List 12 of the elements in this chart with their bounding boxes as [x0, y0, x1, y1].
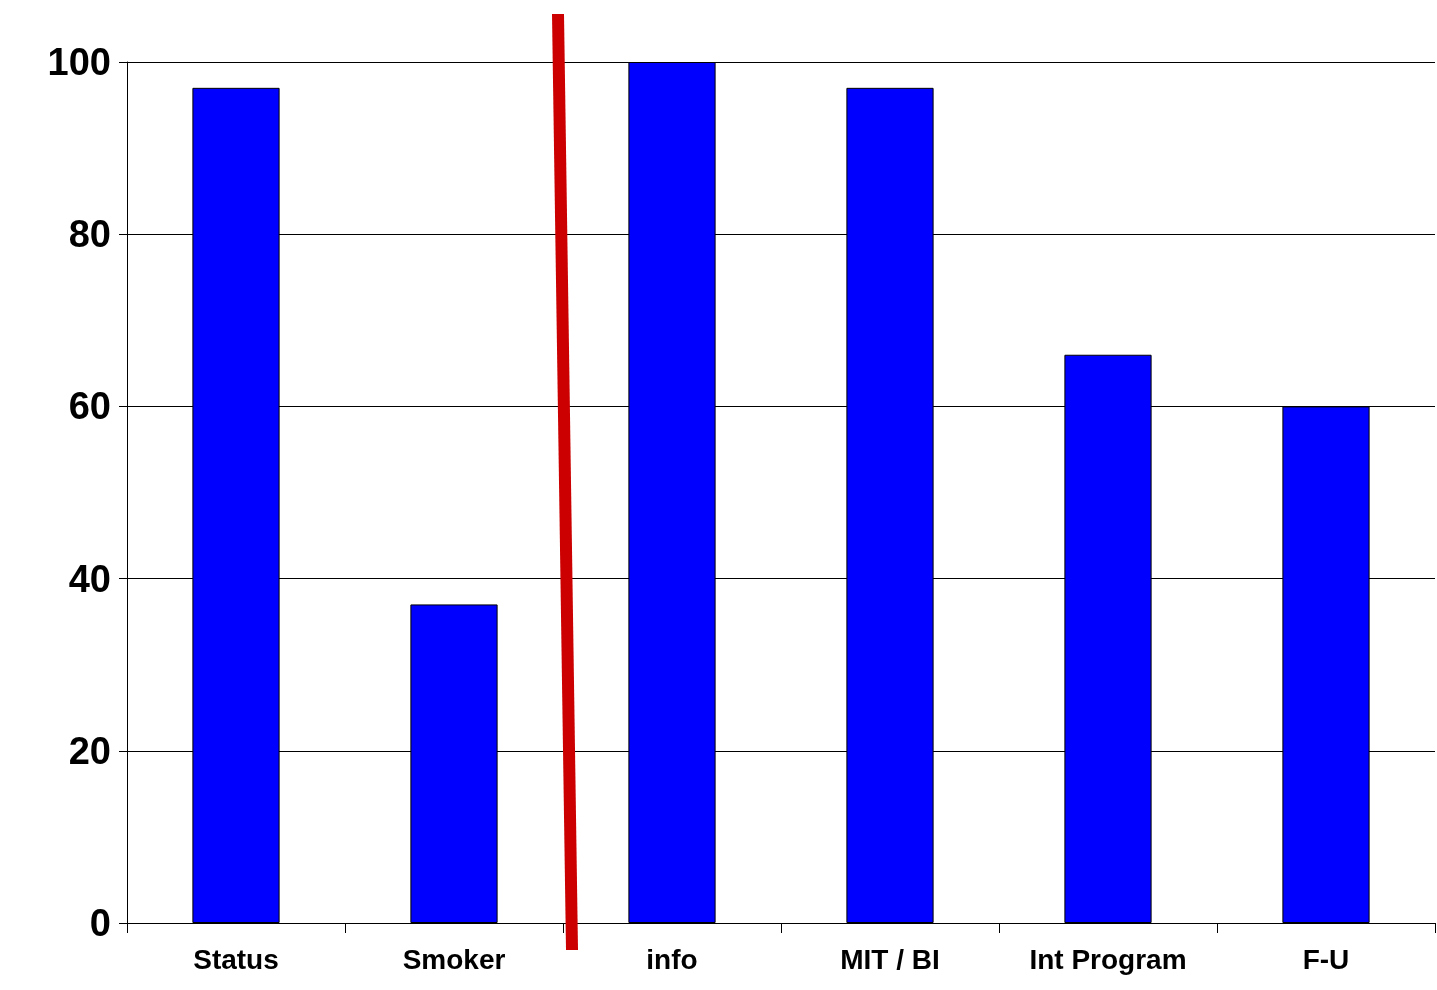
x-tick-label: Int Program: [1029, 943, 1187, 975]
y-tick-label: 20: [68, 729, 111, 772]
y-tick-label: 100: [47, 41, 111, 83]
x-tick-label: MIT / BI: [840, 943, 940, 975]
y-tick-label: 60: [68, 385, 111, 428]
y-tick-label: 40: [68, 557, 111, 600]
x-tick-label: info: [646, 943, 698, 975]
x-tick-label: F-U: [1302, 943, 1350, 975]
x-tick-label: Status: [193, 943, 279, 975]
x-tick-label: Smoker: [402, 943, 506, 975]
y-tick-label: 80: [68, 213, 111, 256]
y-tick-label: 0: [89, 902, 111, 944]
